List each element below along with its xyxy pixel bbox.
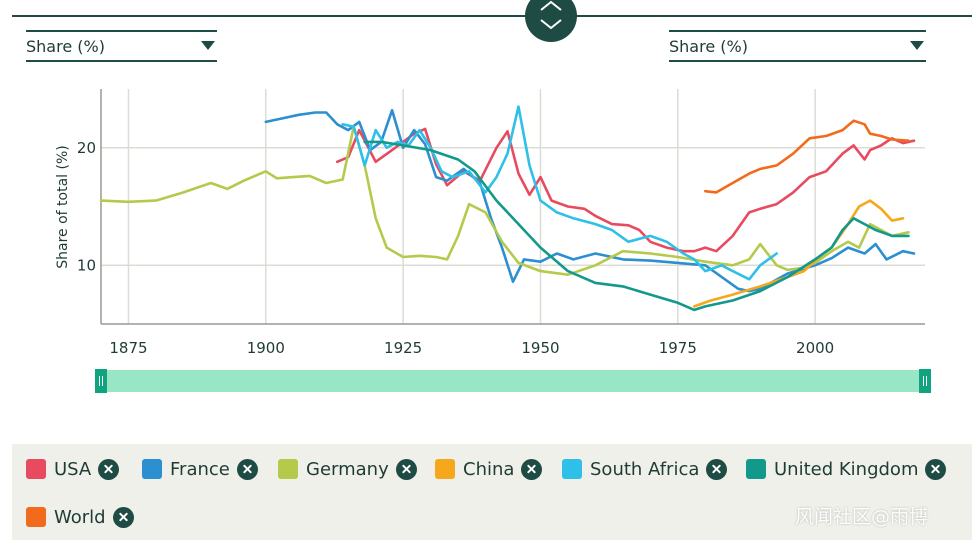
legend-item-china[interactable]: China (435, 458, 543, 480)
series-line-usa (335, 127, 916, 253)
right-metric-label: Share (%) (669, 37, 748, 56)
series-line-china (693, 199, 905, 308)
x-tick-label: 1875 (109, 339, 147, 357)
close-icon[interactable] (112, 506, 134, 528)
close-icon[interactable] (236, 458, 258, 480)
close-icon[interactable] (521, 458, 543, 480)
legend-swatch (278, 459, 298, 479)
left-metric-dropdown[interactable]: Share (%) (26, 30, 217, 62)
caret-down-icon (910, 41, 924, 50)
time-range-slider[interactable] (95, 370, 931, 392)
legend-swatch (142, 459, 162, 479)
legend-item-united-kingdom[interactable]: United Kingdom (746, 458, 947, 480)
watermark: 风闻社区@雨博 (795, 506, 929, 528)
close-icon[interactable] (395, 458, 417, 480)
legend-label: China (463, 458, 515, 480)
legend-panel: USA France Germany China South Africa Un… (12, 444, 972, 540)
legend-item-world[interactable]: World (26, 506, 134, 528)
series-line-south-africa (341, 105, 778, 281)
left-metric-label: Share (%) (26, 37, 105, 56)
range-start-handle[interactable] (95, 369, 107, 393)
legend-swatch (26, 459, 46, 479)
legend-label: Germany (306, 458, 389, 480)
x-tick-label: 1900 (247, 339, 285, 357)
legend-label: United Kingdom (774, 458, 919, 480)
legend-item-usa[interactable]: USA (26, 458, 120, 480)
legend-item-south-africa[interactable]: South Africa (562, 458, 728, 480)
close-icon[interactable] (98, 458, 120, 480)
series-line-france (264, 108, 916, 293)
y-tick-label: 10 (77, 256, 96, 274)
legend-label: France (170, 458, 230, 480)
legend-label: USA (54, 458, 92, 480)
legend-label: World (54, 506, 106, 528)
chevron-up-down-icon (540, 0, 562, 30)
series-line-united-kingdom (363, 140, 910, 312)
y-tick-label: 20 (77, 139, 96, 157)
chart-axes: 1875 1900 1925 1950 1975 2000 10 20 (77, 89, 925, 357)
legend-label: South Africa (590, 458, 700, 480)
x-tick-label: 1975 (659, 339, 697, 357)
collapse-toggle-button[interactable] (525, 0, 577, 42)
right-metric-dropdown[interactable]: Share (%) (669, 30, 926, 62)
y-axis-label: Share of total (%) (55, 145, 71, 268)
line-chart: 1875 1900 1925 1950 1975 2000 10 20 Share of to… (55, 89, 925, 357)
close-icon[interactable] (706, 458, 728, 480)
legend-swatch (435, 459, 455, 479)
legend-swatch (26, 507, 46, 527)
legend-swatch (562, 459, 582, 479)
legend-item-france[interactable]: France (142, 458, 258, 480)
range-end-handle[interactable] (919, 369, 931, 393)
series-line-world (704, 119, 910, 194)
chart-series (99, 105, 916, 312)
x-tick-label: 1925 (384, 339, 422, 357)
legend-item-germany[interactable]: Germany (278, 458, 417, 480)
x-tick-label: 1950 (521, 339, 559, 357)
caret-down-icon (201, 41, 215, 50)
close-icon[interactable] (925, 458, 947, 480)
chart-grid (101, 89, 925, 324)
x-tick-label: 2000 (796, 339, 834, 357)
top-divider (12, 15, 972, 17)
legend-swatch (746, 459, 766, 479)
